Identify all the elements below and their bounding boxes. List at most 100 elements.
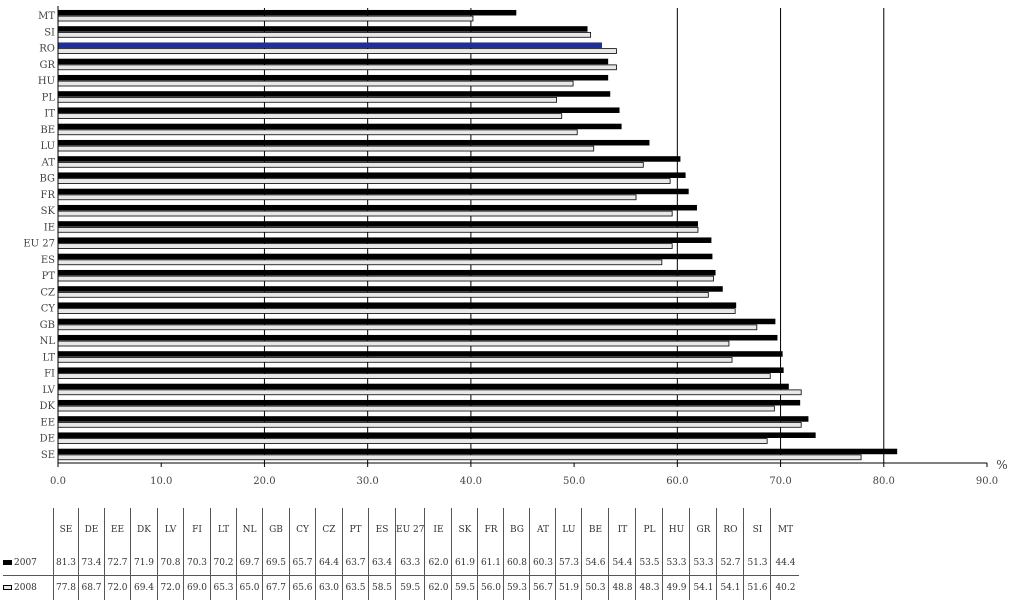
table-cell-2007-eu-27: 63.3 (394, 551, 425, 576)
table-cell-2008-sk: 59.5 (451, 575, 478, 600)
table-cell-2007-lu: 57.3 (555, 551, 582, 576)
bar-2008-nl (57, 340, 730, 347)
bar-2007-cz (58, 286, 723, 292)
x-tick-label-0: 0.0 (50, 476, 66, 487)
bar-2007-fr (58, 188, 689, 195)
bar-2007-eu-27 (58, 237, 712, 243)
bar-2008-pt (57, 275, 714, 282)
legend-swatch-2007 (3, 560, 12, 565)
category-label-be: BE (40, 125, 55, 136)
table-col-header-at: AT (529, 508, 556, 551)
category-label-ee: EE (40, 417, 55, 428)
bar-2007-pl (58, 91, 611, 97)
bar-2008-at (57, 161, 644, 168)
table-cell-2008-nl: 65.0 (236, 575, 263, 600)
bar-2007-fi (58, 367, 784, 373)
bar-2007-ro (58, 42, 602, 48)
legend-label-2007: 2007 (14, 558, 37, 568)
table-cell-2007-mt: 44.4 (770, 551, 800, 576)
table-cell-2008-de: 68.7 (78, 575, 105, 600)
table-cell-2007-cz: 64.4 (315, 551, 343, 576)
table-cell-2007-es: 63.4 (368, 551, 396, 576)
table-cell-2007-dk: 71.9 (130, 551, 158, 576)
bar-2007-at (58, 156, 681, 162)
table-cell-2007-gb: 69.5 (262, 551, 290, 576)
table-cell-2008-gr: 54.1 (689, 575, 717, 600)
table-col-header-bg: BG (503, 508, 530, 551)
table-col-header-gb: GB (262, 508, 290, 551)
table-col-header-lu: LU (555, 508, 582, 551)
table-cell-2008-cz: 63.0 (315, 575, 343, 600)
x-tick-label-5: 50.0 (563, 476, 585, 487)
table-cell-2007-nl: 69.7 (236, 551, 263, 576)
table-cell-2008-lt: 65.3 (210, 575, 237, 600)
table-col-header-de: DE (78, 508, 105, 551)
x-tick-label-3: 30.0 (357, 476, 379, 487)
table-col-header-lv: LV (157, 508, 184, 551)
table-col-header-dk: DK (130, 508, 158, 551)
bar-2007-de (58, 432, 816, 438)
x-tick-label-2: 20.0 (253, 476, 275, 487)
table-cell-2008-ro: 54.1 (716, 575, 744, 600)
table-cell-2008-lu: 51.9 (555, 575, 582, 600)
bar-2008-cz (57, 291, 709, 298)
bar-2008-es (57, 259, 663, 266)
table-col-header-fr: FR (477, 508, 504, 551)
table-corner (3, 508, 54, 551)
table-col-header-si: SI (743, 508, 771, 551)
table-cell-2007-se: 81.3 (53, 551, 79, 576)
table-cell-2007-it: 54.4 (608, 551, 636, 576)
bar-2007-mt (58, 9, 517, 16)
category-label-de: DE (40, 434, 55, 445)
bar-2008-dk (57, 405, 775, 412)
bar-2007-lu (58, 139, 650, 146)
category-label-es: ES (41, 255, 55, 266)
table-col-header-pt: PT (342, 508, 369, 551)
x-tick-label-1: 10.0 (150, 476, 172, 487)
table-cell-2007-gr: 53.3 (689, 551, 717, 576)
table-cell-2008-mt: 40.2 (770, 575, 800, 600)
bar-2008-ee (57, 421, 802, 428)
category-label-bg: BG (39, 174, 55, 185)
bar-2007-ee (58, 416, 809, 422)
x-axis: 0.0 10.0 20.0 30.0 40.0 50.0 60.0 70.0 80.0 90.0% (50, 6, 1008, 487)
table-col-header-gr: GR (689, 508, 717, 551)
table-cell-2008-eu-27: 59.5 (394, 575, 425, 600)
table-cell-2007-at: 60.3 (529, 551, 556, 576)
table-cell-2007-lt: 70.2 (210, 551, 237, 576)
table-col-header-hu: HU (662, 508, 690, 551)
table-cell-2007-fi: 70.3 (183, 551, 211, 576)
category-label-sk: SK (41, 206, 56, 217)
table-col-header-mt: MT (770, 508, 800, 551)
bar-2007-bg (58, 172, 686, 178)
category-label-ro: RO (39, 44, 55, 55)
bar-2007-es (58, 253, 713, 260)
table-cell-2008-gb: 67.7 (262, 575, 290, 600)
table-col-header-se: SE (53, 508, 79, 551)
data-table: SE DE EE DK LV FI LT NL GB CY CZ PT ES EU 27 IE SK FR BG A… (3, 508, 800, 600)
table-col-header-fi: FI (183, 508, 211, 551)
table-header-row: SE DE EE DK LV FI LT NL GB CY CZ PT ES EU 27 IE SK FR BG A… (3, 508, 800, 551)
bar-2008-ro (57, 48, 617, 54)
bar-chart: MT SI RO GR HU PL IT BE LU AT BG FR SK IE EU 27 ES PT CZ C… (23, 6, 1008, 487)
bar-2007-hu (58, 74, 609, 81)
table-cell-2007-si: 51.3 (743, 551, 771, 576)
bar-2008-si (57, 31, 592, 38)
category-label-fr: FR (41, 190, 56, 201)
bar-2007-si (58, 26, 588, 32)
category-labels: MT SI RO GR HU PL IT BE LU AT BG FR SK IE EU 27 ES PT CZ C… (23, 11, 55, 461)
bar-2007-pt (58, 269, 716, 276)
x-tick-label-4: 40.0 (460, 476, 482, 487)
table-cell-2008-hu: 49.9 (662, 575, 690, 600)
table-cell-2008-lv: 72.0 (157, 575, 184, 600)
category-label-si: SI (44, 27, 55, 38)
bar-2008-fr (57, 194, 637, 201)
table-cell-2008-si: 51.6 (743, 575, 771, 600)
bar-2007-nl (58, 334, 778, 341)
category-label-gr: GR (39, 60, 55, 71)
category-label-lt: LT (43, 352, 56, 363)
bar-2008-hu (57, 80, 574, 87)
bar-2007-cy (58, 302, 737, 308)
bar-2007-be (58, 123, 622, 130)
table-cell-2008-ee: 72.0 (104, 575, 131, 600)
